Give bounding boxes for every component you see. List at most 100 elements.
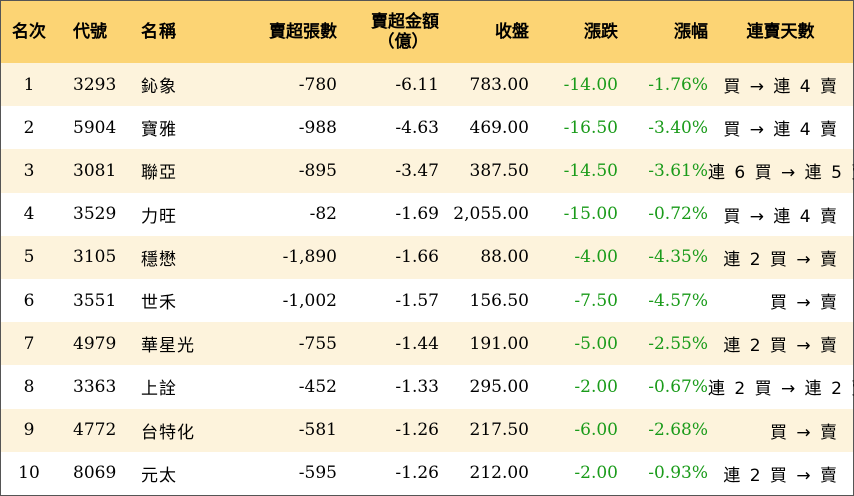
cell-close: 783.00	[469, 74, 529, 95]
cell-net-sell-lots: -595	[298, 463, 337, 484]
header-code[interactable]: 代號	[73, 22, 107, 42]
header-rank[interactable]: 名次	[12, 22, 46, 42]
cell-net-sell-lots: -755	[298, 333, 337, 354]
cell-consecutive-days: 買 → 連 4 賣	[723, 120, 839, 141]
cell-name: 寶雅	[141, 120, 177, 141]
table-row[interactable]: 10 8069 元太 -595 -1.26 212.00 -2.00 -0.93…	[1, 451, 853, 495]
cell-net-sell-lots: -895	[298, 160, 337, 181]
header-net-sell-amount[interactable]: 賣超金額 （億）	[337, 1, 439, 63]
cell-net-sell-lots: -1,890	[282, 247, 337, 268]
table-row[interactable]: 2 5904 寶雅 -988 -4.63 469.00 -16.50 -3.40…	[1, 106, 853, 150]
cell-code: 3081	[73, 160, 117, 181]
cell-pct-change: -3.61%	[648, 160, 708, 181]
cell-close: 191.00	[469, 333, 529, 354]
cell-name: 世禾	[141, 293, 177, 314]
cell-close: 469.00	[469, 117, 529, 138]
cell-rank: 6	[23, 290, 35, 311]
header-row: 名次 代號 名稱 賣超張數 賣超金額 （億） 收盤 漲跌 漲幅 連賣天數	[1, 1, 853, 63]
cell-name: 穩懋	[141, 249, 177, 270]
cell-consecutive-days: 買 → 賣	[769, 293, 839, 314]
cell-consecutive-days: 連 2 買 → 連 2 賣	[708, 379, 854, 400]
cell-change: -14.50	[563, 160, 618, 181]
cell-net-sell-amount: -1.26	[395, 420, 439, 441]
header-consecutive-days[interactable]: 連賣天數	[746, 22, 815, 42]
cell-consecutive-days: 連 2 買 → 賣	[723, 249, 839, 270]
cell-consecutive-days: 連 2 買 → 賣	[723, 336, 839, 357]
table-row[interactable]: 9 4772 台特化 -581 -1.26 217.50 -6.00 -2.68…	[1, 408, 853, 452]
header-net-sell-amount-line1: 賣超金額	[371, 12, 439, 32]
cell-rank: 5	[23, 247, 35, 268]
table-body: 1 3293 鈊象 -780 -6.11 783.00 -14.00 -1.76…	[1, 63, 854, 495]
cell-net-sell-lots: -452	[298, 376, 337, 397]
cell-net-sell-amount: -1.69	[395, 204, 439, 225]
cell-name: 台特化	[141, 422, 195, 443]
cell-code: 5904	[73, 117, 117, 138]
cell-pct-change: -4.35%	[648, 247, 708, 268]
cell-change: -5.00	[574, 333, 618, 354]
cell-consecutive-days: 買 → 連 4 賣	[723, 77, 839, 98]
cell-name: 聯亞	[141, 163, 177, 184]
cell-name: 上詮	[141, 379, 177, 400]
cell-net-sell-lots: -581	[298, 420, 337, 441]
table-row[interactable]: 8 3363 上詮 -452 -1.33 295.00 -2.00 -0.67%…	[1, 365, 854, 409]
header-name[interactable]: 名稱	[141, 22, 177, 42]
cell-net-sell-lots: -780	[298, 74, 337, 95]
header-change[interactable]: 漲跌	[584, 22, 618, 42]
cell-name: 華星光	[141, 336, 195, 357]
cell-close: 88.00	[480, 247, 529, 268]
cell-name: 鈊象	[141, 77, 177, 98]
cell-change: -4.00	[574, 247, 618, 268]
table-row[interactable]: 4 3529 力旺 -82 -1.69 2,055.00 -15.00 -0.7…	[1, 192, 853, 236]
cell-net-sell-amount: -1.26	[395, 463, 439, 484]
table-row[interactable]: 5 3105 穩懋 -1,890 -1.66 88.00 -4.00 -4.35…	[1, 235, 853, 279]
cell-change: -2.00	[574, 376, 618, 397]
cell-rank: 4	[23, 204, 35, 225]
cell-consecutive-days: 買 → 連 4 賣	[723, 206, 839, 227]
header-net-sell-lots[interactable]: 賣超張數	[269, 22, 337, 42]
cell-change: -15.00	[563, 204, 618, 225]
cell-pct-change: -2.55%	[648, 333, 708, 354]
cell-pct-change: -3.40%	[648, 117, 708, 138]
cell-code: 3363	[73, 376, 117, 397]
cell-rank: 8	[23, 376, 35, 397]
cell-net-sell-amount: -3.47	[395, 160, 439, 181]
cell-change: -2.00	[574, 463, 618, 484]
cell-name: 力旺	[141, 206, 177, 227]
cell-rank: 1	[23, 74, 35, 95]
table-row[interactable]: 1 3293 鈊象 -780 -6.11 783.00 -14.00 -1.76…	[1, 63, 853, 107]
cell-net-sell-amount: -1.66	[395, 247, 439, 268]
table-header: 名次 代號 名稱 賣超張數 賣超金額 （億） 收盤 漲跌 漲幅 連賣天數	[1, 1, 853, 63]
cell-pct-change: -4.57%	[648, 290, 708, 311]
cell-consecutive-days: 連 2 買 → 賣	[723, 465, 839, 486]
table-row[interactable]: 6 3551 世禾 -1,002 -1.57 156.50 -7.50 -4.5…	[1, 278, 853, 323]
cell-close: 387.50	[469, 160, 529, 181]
table-row[interactable]: 3 3081 聯亞 -895 -3.47 387.50 -14.50 -3.61…	[1, 149, 854, 193]
cell-rank: 2	[23, 117, 35, 138]
cell-net-sell-amount: -6.11	[395, 74, 439, 95]
cell-code: 8069	[73, 463, 117, 484]
cell-name: 元太	[141, 465, 177, 486]
table-row[interactable]: 7 4979 華星光 -755 -1.44 191.00 -5.00 -2.55…	[1, 322, 853, 366]
cell-pct-change: -2.68%	[648, 420, 708, 441]
cell-close: 295.00	[469, 376, 529, 397]
cell-close: 212.00	[469, 463, 529, 484]
cell-pct-change: -0.72%	[648, 204, 708, 225]
cell-pct-change: -0.93%	[648, 463, 708, 484]
cell-net-sell-amount: -1.33	[395, 376, 439, 397]
cell-code: 3293	[73, 74, 117, 95]
cell-rank: 3	[23, 160, 35, 181]
header-close[interactable]: 收盤	[495, 22, 529, 42]
cell-rank: 7	[23, 333, 35, 354]
cell-change: -16.50	[563, 117, 618, 138]
cell-change: -7.50	[574, 290, 618, 311]
cell-pct-change: -1.76%	[648, 74, 708, 95]
cell-close: 217.50	[469, 420, 529, 441]
cell-code: 3551	[73, 290, 117, 311]
cell-rank: 10	[18, 463, 40, 484]
cell-code: 4772	[73, 420, 117, 441]
header-net-sell-amount-line2: （億）	[377, 32, 429, 52]
cell-pct-change: -0.67%	[648, 376, 708, 397]
header-pct-change[interactable]: 漲幅	[674, 22, 708, 42]
